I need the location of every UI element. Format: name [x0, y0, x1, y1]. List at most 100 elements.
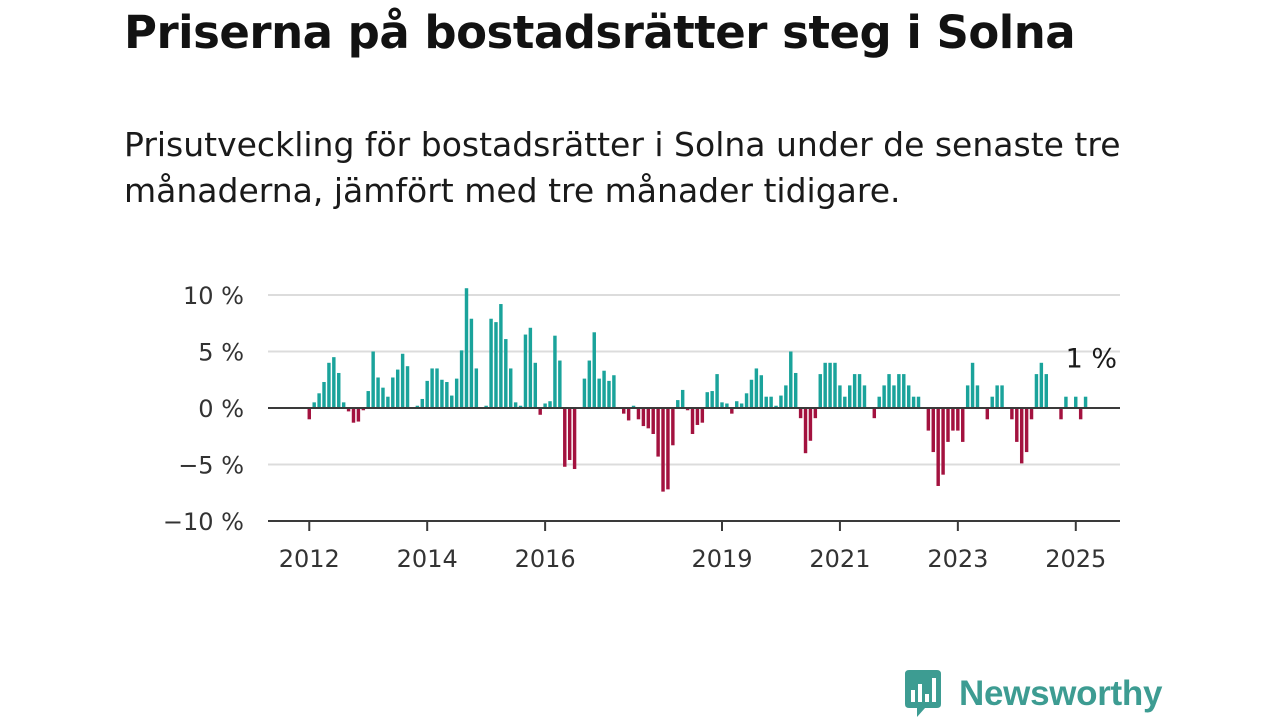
bar: [911, 396, 916, 408]
bar: [405, 366, 410, 408]
bar: [779, 395, 783, 408]
bar: [553, 335, 557, 408]
bar: [651, 408, 655, 434]
bar: [739, 403, 744, 408]
bar: [671, 408, 675, 446]
bar: [710, 391, 714, 408]
y-tick-label: 10 %: [183, 282, 244, 310]
bar: [533, 362, 538, 408]
bar: [518, 405, 523, 408]
bar: [563, 408, 567, 467]
bar: [764, 396, 768, 408]
bar: [941, 408, 945, 475]
bar: [916, 396, 921, 408]
bar: [793, 372, 798, 408]
bar: [857, 374, 862, 408]
bar: [690, 408, 695, 434]
bar: [346, 408, 351, 412]
bar: [956, 408, 960, 431]
bar: [828, 362, 832, 408]
bar: [951, 408, 955, 431]
bar: [813, 408, 818, 419]
bar: [892, 385, 896, 408]
bar: [646, 408, 651, 429]
newsworthy-logo-icon: [905, 670, 941, 717]
bar: [459, 350, 464, 408]
bar: [494, 322, 498, 408]
bar: [749, 379, 754, 408]
bar: [572, 408, 577, 470]
bar: [499, 304, 503, 408]
bar: [558, 360, 562, 408]
bar: [838, 385, 842, 408]
bar: [612, 375, 616, 408]
bar: [1078, 408, 1083, 420]
bar: [730, 408, 734, 414]
bar: [848, 385, 852, 408]
bar: [705, 392, 709, 408]
bar: [725, 403, 729, 408]
bars: [307, 288, 1088, 492]
bar: [582, 378, 587, 408]
bar: [823, 362, 827, 408]
bar: [341, 402, 346, 408]
bar: [1024, 408, 1029, 453]
bar: [415, 405, 420, 408]
bar: [695, 408, 700, 425]
bar: [882, 385, 886, 408]
bar: [676, 400, 680, 408]
bar: [1039, 362, 1044, 408]
x-tick-label: 2019: [691, 545, 752, 573]
bar: [789, 351, 793, 408]
y-tick-label: 5 %: [198, 339, 244, 367]
bar: [381, 387, 385, 408]
bar: [798, 408, 803, 419]
bar: [1019, 408, 1024, 464]
bar: [425, 380, 429, 408]
bar: [337, 372, 341, 408]
bar: [420, 398, 424, 408]
bar: [386, 396, 390, 408]
bar: [1059, 408, 1063, 420]
bar: [1034, 374, 1039, 408]
bar: [430, 368, 434, 408]
bar: [587, 360, 592, 408]
bar: [528, 327, 533, 408]
bar: [1010, 408, 1014, 420]
bar: [450, 395, 454, 408]
bar: [833, 362, 837, 408]
bar: [474, 368, 479, 408]
bar: [931, 408, 935, 453]
bar: [877, 396, 881, 408]
y-tick-label: 0 %: [198, 395, 244, 423]
bar: [400, 353, 405, 408]
x-tick-label: 2023: [927, 545, 988, 573]
bar: [975, 385, 980, 408]
bar: [906, 385, 911, 408]
bar: [759, 375, 764, 408]
bar: [715, 374, 719, 408]
bar: [1000, 385, 1004, 408]
bar: [872, 408, 877, 419]
bar: [818, 374, 822, 408]
bar: [636, 408, 641, 420]
gridlines: [268, 294, 1120, 466]
bar: [376, 377, 380, 408]
bar: [744, 393, 749, 408]
bar: [538, 408, 542, 415]
bar: [902, 374, 906, 408]
y-tick-label: −10 %: [163, 508, 244, 536]
bar: [567, 408, 572, 460]
bar: [769, 396, 773, 408]
bar: [307, 408, 311, 420]
bar: [666, 408, 670, 490]
bar: [489, 318, 493, 408]
bar: [317, 393, 321, 408]
y-tick-label: −5 %: [178, 452, 244, 480]
bar: [602, 370, 606, 408]
bar: [700, 408, 705, 423]
bar: [1015, 408, 1019, 442]
bar: [504, 339, 508, 408]
bar: [926, 408, 931, 431]
